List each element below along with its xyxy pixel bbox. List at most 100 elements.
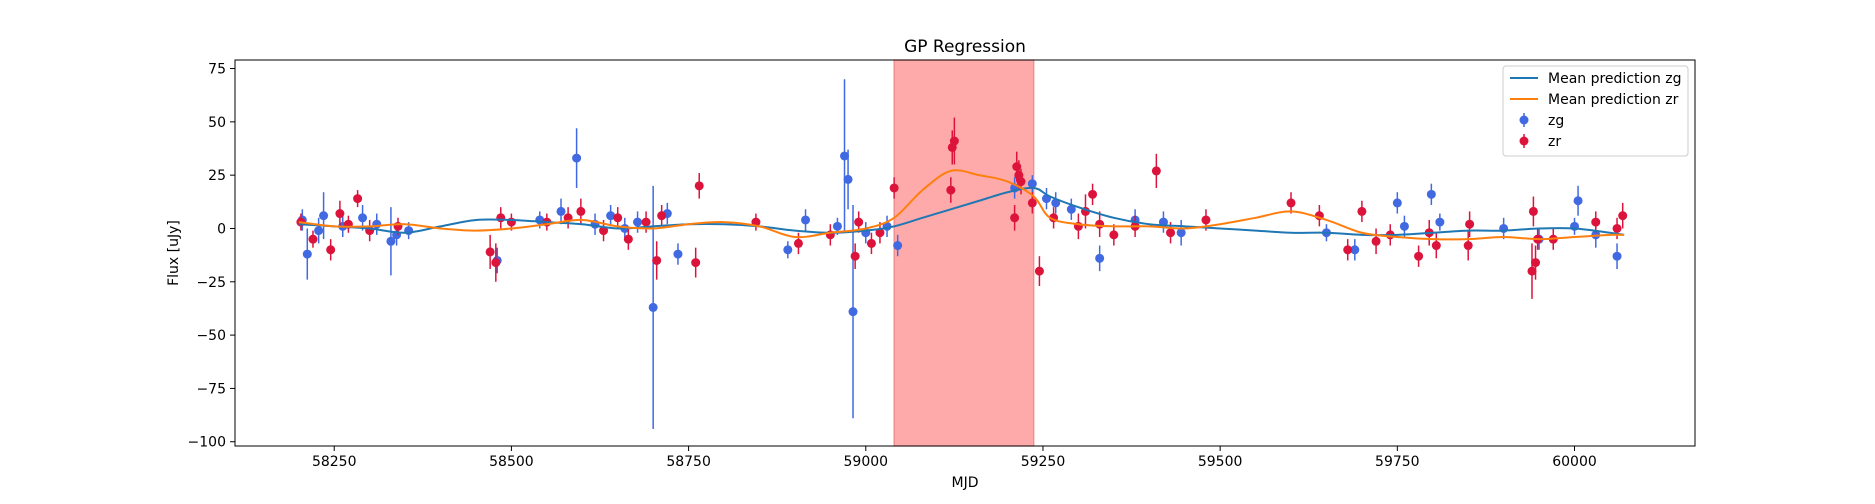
data-point-zr: [613, 213, 623, 223]
data-point-zg: [1392, 198, 1402, 208]
mean-prediction-line-zg: [298, 186, 1625, 237]
x-axis-label: MJD: [952, 475, 979, 491]
data-point-zr: [1431, 241, 1441, 251]
data-point-zg: [840, 151, 850, 161]
data-point-zr: [1012, 162, 1022, 172]
data-point-zr: [1528, 206, 1538, 216]
data-point-zg: [319, 211, 329, 221]
x-tick-label: 59250: [1021, 454, 1066, 470]
data-point-zg: [1350, 245, 1360, 255]
y-axis-label: Flux [uJy]: [166, 220, 182, 286]
data-point-zr: [1286, 198, 1296, 208]
legend-label-zg: zg: [1548, 113, 1564, 129]
data-point-zr: [946, 185, 956, 195]
data-point-zr: [694, 181, 704, 191]
data-point-zg: [832, 221, 842, 231]
data-point-zr: [1151, 166, 1161, 176]
data-point-zr: [1016, 177, 1026, 187]
data-point-zg: [648, 302, 658, 312]
data-point-zg: [572, 153, 582, 163]
y-tick-label: 75: [208, 62, 226, 78]
data-point-zr: [854, 217, 864, 227]
data-point-zg: [1573, 196, 1583, 206]
data-point-zr: [1201, 215, 1211, 225]
y-tick-label: −75: [196, 381, 226, 397]
data-point-zg: [372, 219, 382, 229]
data-point-zr: [496, 213, 506, 223]
x-tick-label: 59000: [844, 454, 889, 470]
data-point-zr: [793, 238, 803, 248]
x-tick-label: 60000: [1552, 454, 1597, 470]
mean-prediction-layer: [298, 169, 1625, 241]
data-point-zg: [606, 211, 616, 221]
data-point-zr: [1371, 236, 1381, 246]
legend-box: [1502, 65, 1689, 157]
error-bar-series-layer: [296, 79, 1628, 429]
data-point-zr: [1010, 213, 1020, 223]
y-tick-label: 0: [217, 221, 226, 237]
data-point-zg: [843, 174, 853, 184]
data-point-zr: [1343, 245, 1353, 255]
data-point-zg: [1176, 228, 1186, 238]
data-point-zg: [1399, 221, 1409, 231]
data-point-zg: [404, 226, 414, 236]
data-point-zg: [783, 245, 793, 255]
data-point-zr: [1531, 258, 1541, 268]
data-point-zg: [358, 213, 368, 223]
data-point-zr: [1618, 211, 1628, 221]
data-point-zr: [491, 258, 501, 268]
data-point-zg: [1612, 251, 1622, 261]
data-point-zr: [485, 247, 495, 257]
data-point-zr: [353, 194, 363, 204]
data-point-zr: [576, 206, 586, 216]
data-point-zr: [1414, 251, 1424, 261]
data-point-zg: [633, 217, 643, 227]
data-point-zr: [949, 136, 959, 146]
data-point-zr: [1465, 219, 1475, 229]
data-point-zr: [652, 255, 662, 265]
x-tick-label: 59500: [1198, 454, 1243, 470]
y-tick-label: 50: [208, 115, 226, 131]
data-point-zr: [393, 221, 403, 231]
legend-label-zr: zr: [1548, 134, 1561, 150]
y-tick-label: −50: [196, 328, 226, 344]
data-point-zr: [1027, 198, 1037, 208]
x-tick-label: 58250: [312, 454, 357, 470]
data-point-zr: [1527, 266, 1537, 276]
data-point-zg: [556, 206, 566, 216]
chart-legend: Mean prediction zg Mean prediction zr zg…: [1502, 65, 1689, 157]
data-point-zr: [1591, 217, 1601, 227]
data-point-zr: [1463, 241, 1473, 251]
legend-label-zg-line: Mean prediction zg: [1548, 71, 1682, 87]
data-point-zr: [850, 251, 860, 261]
data-point-zr: [1166, 228, 1176, 238]
data-point-zr: [875, 228, 885, 238]
data-point-zr: [308, 234, 318, 244]
y-tick-label: −25: [196, 275, 226, 291]
data-point-zr: [623, 234, 633, 244]
data-point-zg: [801, 215, 811, 225]
data-point-zg: [1426, 189, 1436, 199]
data-point-zr: [691, 258, 701, 268]
data-point-zr: [1612, 223, 1622, 233]
data-point-zr: [1088, 189, 1098, 199]
data-point-zr: [1095, 219, 1105, 229]
data-point-zg: [1066, 204, 1076, 214]
data-point-zr: [1357, 206, 1367, 216]
x-axis-ticks: 58250 58500 58750 59000 59250 59500 59750 60000: [312, 446, 1597, 470]
data-point-zg: [1095, 253, 1105, 263]
data-point-zg: [302, 249, 312, 259]
x-tick-label: 58500: [489, 454, 534, 470]
series-zr: [296, 117, 1628, 299]
data-point-zg: [893, 241, 903, 251]
legend-swatch-zr-marker: [1519, 136, 1529, 146]
highlight-span: [893, 59, 1035, 447]
legend-swatch-zg-marker: [1519, 115, 1529, 125]
data-point-zr: [866, 238, 876, 248]
data-point-zg: [386, 236, 396, 246]
y-tick-label: −100: [188, 435, 226, 451]
chart-title: GP Regression: [904, 37, 1026, 57]
data-point-zr: [657, 211, 667, 221]
data-point-zr: [335, 209, 345, 219]
